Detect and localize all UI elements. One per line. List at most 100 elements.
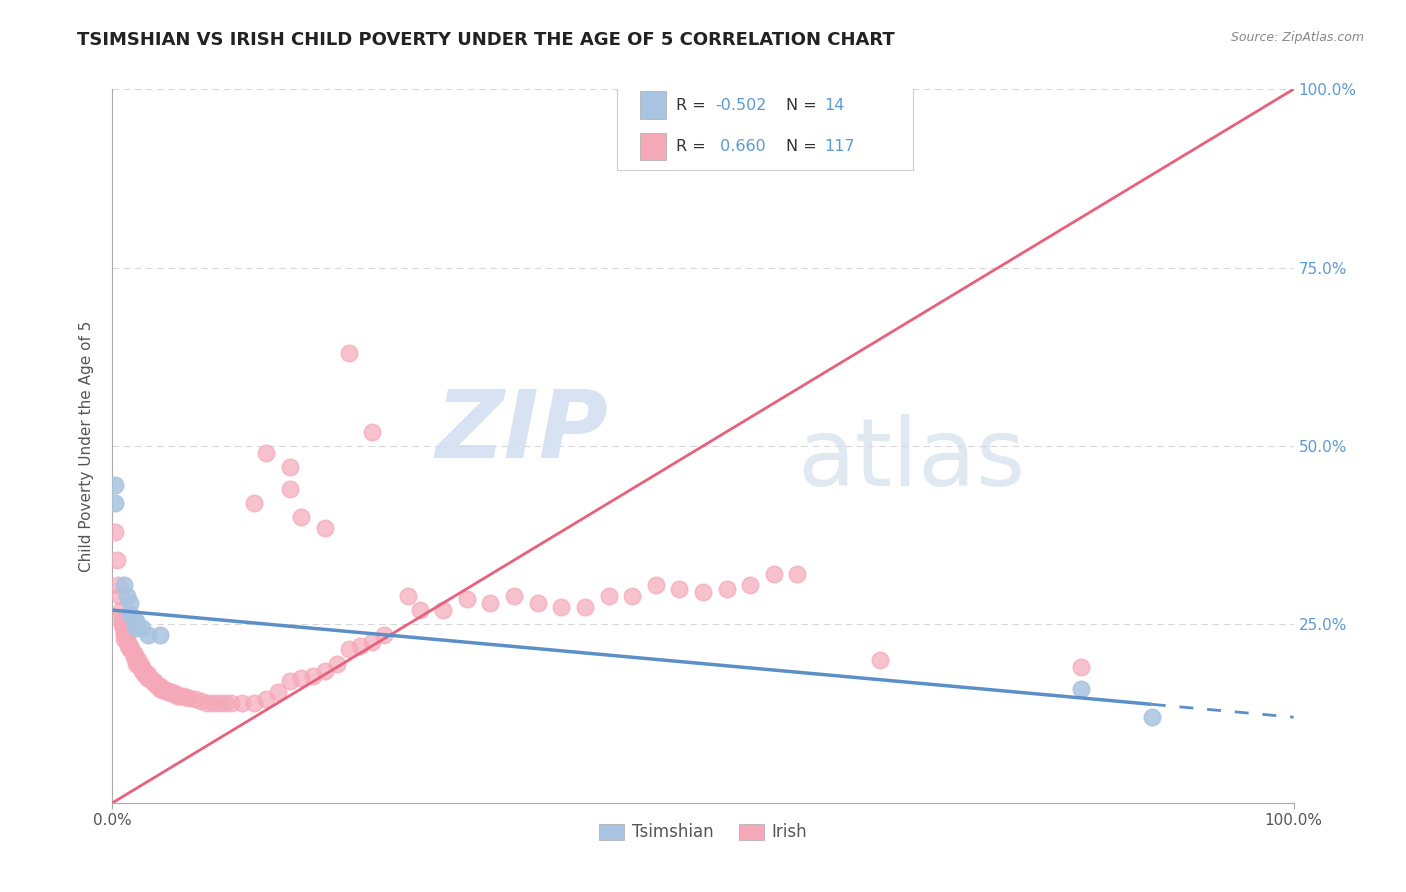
Point — [190, 694, 212, 708]
Point — [128, 660, 150, 674]
Point — [1070, 681, 1092, 696]
Point — [120, 639, 142, 653]
Point — [149, 680, 172, 694]
Point — [115, 635, 138, 649]
Point — [396, 589, 419, 603]
Point — [1070, 660, 1092, 674]
Point — [112, 621, 135, 635]
Point — [526, 596, 548, 610]
Point — [152, 683, 174, 698]
Point — [165, 687, 187, 701]
Point — [149, 628, 172, 642]
Text: -0.502: -0.502 — [714, 97, 766, 112]
Point — [361, 635, 384, 649]
Point — [111, 614, 134, 628]
Point — [112, 624, 135, 639]
Point — [112, 632, 135, 646]
Point — [122, 614, 145, 628]
Point — [125, 614, 148, 628]
Legend: Tsimshian, Irish: Tsimshian, Irish — [592, 817, 814, 848]
Point — [120, 607, 142, 621]
Point — [201, 696, 224, 710]
Point — [131, 621, 153, 635]
Point — [214, 696, 236, 710]
Point — [120, 642, 142, 657]
Point — [142, 676, 165, 690]
Point — [786, 567, 808, 582]
Point — [156, 684, 179, 698]
Point — [121, 646, 143, 660]
Point — [479, 596, 502, 610]
Point — [136, 628, 159, 642]
Point — [456, 592, 478, 607]
Point — [160, 685, 183, 699]
Point — [598, 589, 620, 603]
Point — [111, 617, 134, 632]
Point — [110, 610, 132, 624]
Point — [135, 667, 157, 681]
Point — [141, 673, 163, 687]
Text: TSIMSHIAN VS IRISH CHILD POVERTY UNDER THE AGE OF 5 CORRELATION CHART: TSIMSHIAN VS IRISH CHILD POVERTY UNDER T… — [77, 31, 896, 49]
Point — [105, 553, 128, 567]
Point — [108, 589, 131, 603]
Point — [550, 599, 572, 614]
Point — [135, 669, 157, 683]
Point — [131, 664, 153, 678]
Point — [314, 664, 336, 678]
Point — [149, 681, 172, 696]
Point — [110, 603, 132, 617]
Point — [120, 642, 142, 657]
Point — [134, 664, 156, 678]
Point — [148, 680, 170, 694]
Point — [128, 657, 150, 671]
Point — [169, 689, 191, 703]
Point — [149, 681, 172, 696]
Point — [136, 667, 159, 681]
Point — [278, 674, 301, 689]
Point — [115, 589, 138, 603]
Point — [644, 578, 666, 592]
Point — [692, 585, 714, 599]
Text: 0.660: 0.660 — [714, 138, 765, 153]
FancyBboxPatch shape — [640, 133, 666, 160]
Text: R =: R = — [676, 138, 710, 153]
Point — [139, 671, 162, 685]
Point — [125, 657, 148, 671]
Point — [373, 628, 395, 642]
Point — [122, 646, 145, 660]
Point — [112, 628, 135, 642]
Point — [134, 667, 156, 681]
Point — [254, 446, 277, 460]
Point — [337, 346, 360, 360]
Point — [125, 649, 148, 664]
Point — [195, 696, 218, 710]
Point — [174, 690, 197, 705]
Point — [349, 639, 371, 653]
Point — [125, 653, 148, 667]
Point — [243, 496, 266, 510]
Point — [762, 567, 785, 582]
Text: 14: 14 — [825, 97, 845, 112]
Point — [136, 671, 159, 685]
Point — [155, 683, 177, 698]
Point — [117, 639, 139, 653]
Point — [125, 653, 148, 667]
Point — [869, 653, 891, 667]
Point — [112, 617, 135, 632]
Point — [157, 685, 180, 699]
Point — [153, 683, 176, 698]
Point — [127, 657, 149, 671]
Point — [219, 696, 242, 710]
Point — [120, 596, 142, 610]
Point — [278, 460, 301, 475]
Point — [142, 674, 165, 689]
Point — [142, 674, 165, 689]
Point — [132, 664, 155, 678]
Point — [146, 678, 169, 692]
Point — [112, 621, 135, 635]
FancyBboxPatch shape — [640, 92, 666, 119]
Point — [361, 425, 384, 439]
Point — [104, 496, 127, 510]
Point — [172, 689, 194, 703]
Point — [145, 678, 167, 692]
